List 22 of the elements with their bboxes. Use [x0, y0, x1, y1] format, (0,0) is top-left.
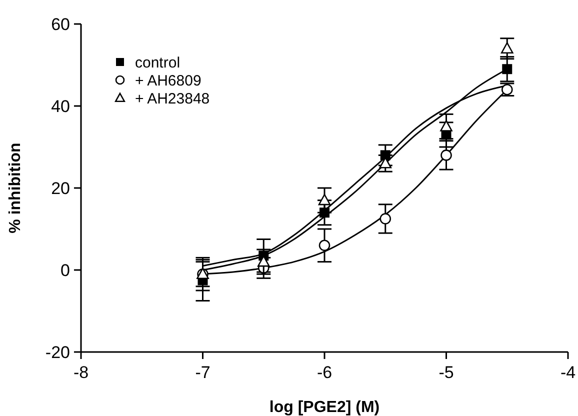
y-tick-label: 0 [60, 261, 70, 280]
legend-label: + AH23848 [135, 90, 210, 108]
x-tick-label: -6 [316, 363, 332, 382]
legend-label: + AH6809 [135, 72, 202, 90]
point [500, 42, 514, 54]
x-tick-label: -8 [73, 363, 89, 382]
point [318, 194, 331, 206]
point [440, 150, 452, 161]
x-axis-title: log [PGE2] (M) [269, 399, 380, 416]
y-axis-title: % inhibition [7, 142, 24, 234]
point [380, 213, 392, 224]
point [318, 240, 330, 252]
y-tick-label: 60 [51, 15, 70, 34]
y-tick-label: 40 [51, 97, 70, 116]
point [502, 64, 512, 74]
x-tick-label: -7 [195, 363, 210, 382]
point [440, 120, 452, 132]
y-tick-label: 20 [51, 179, 70, 198]
legend-label: control [135, 54, 180, 72]
y-tick-label: -20 [45, 343, 70, 362]
x-tick-label: -4 [560, 363, 576, 382]
x-tick-label: -5 [438, 363, 454, 382]
